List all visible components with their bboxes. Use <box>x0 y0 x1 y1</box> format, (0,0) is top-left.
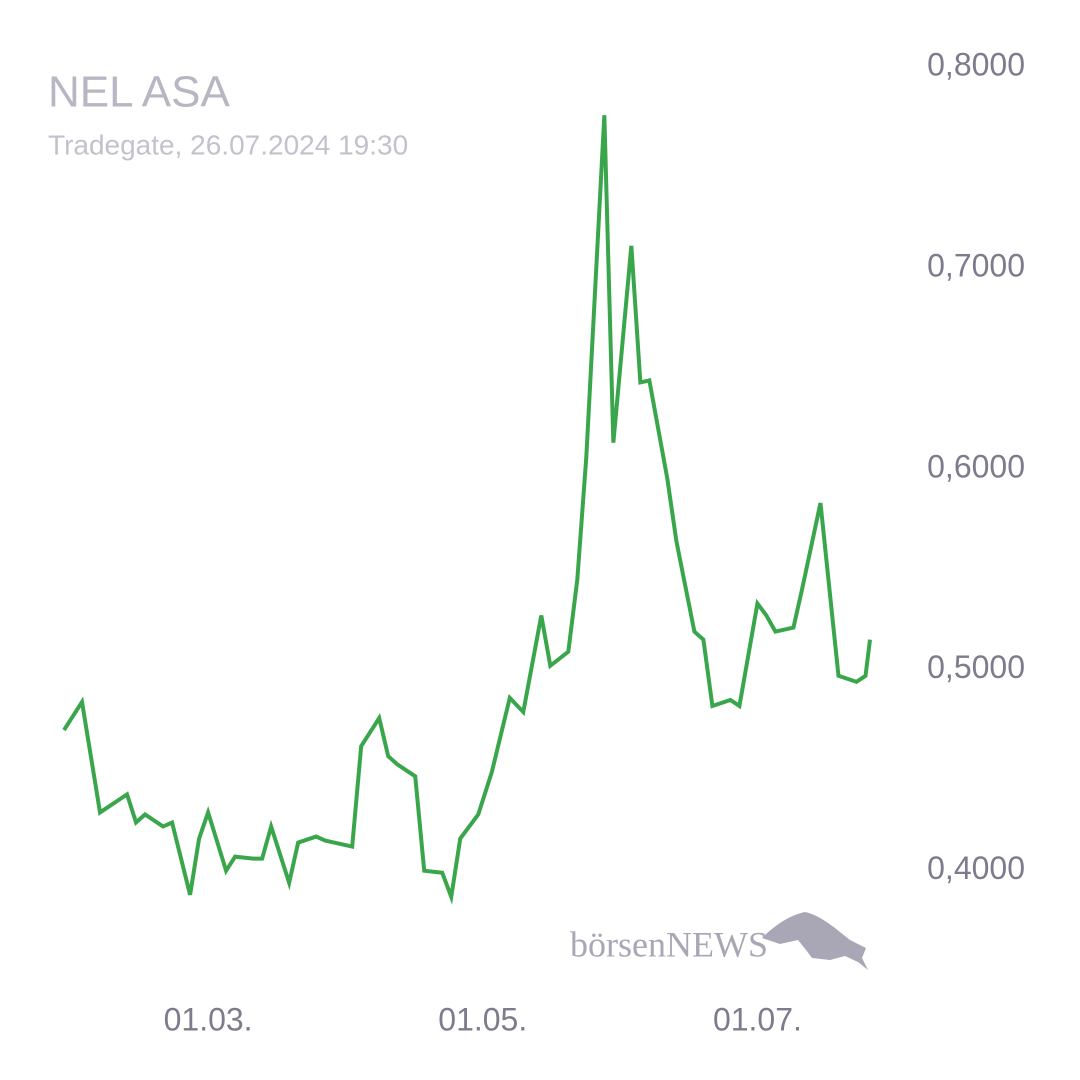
y-tick-label: 0,7000 <box>927 247 1025 283</box>
watermark: börsenNEWS <box>570 912 868 970</box>
y-tick-label: 0,5000 <box>927 649 1025 685</box>
x-tick-label: 01.05. <box>438 1001 527 1037</box>
watermark-text: börsenNEWS <box>570 924 768 964</box>
bull-icon <box>762 912 868 970</box>
x-tick-label: 01.07. <box>713 1001 802 1037</box>
y-tick-label: 0,4000 <box>927 850 1025 886</box>
chart-title: NEL ASA <box>48 68 230 117</box>
price-line <box>62 115 872 905</box>
chart-subtitle: Tradegate, 26.07.2024 19:30 <box>48 129 408 160</box>
x-tick-label: 01.03. <box>164 1001 253 1037</box>
y-tick-label: 0,6000 <box>927 448 1025 484</box>
y-tick-label: 0,8000 <box>927 46 1025 82</box>
